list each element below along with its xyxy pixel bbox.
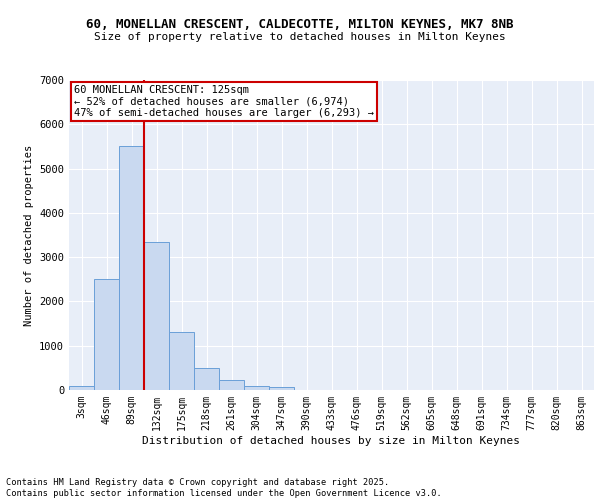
- Bar: [69, 386, 94, 390]
- Bar: [244, 386, 269, 390]
- Text: Contains HM Land Registry data © Crown copyright and database right 2025.
Contai: Contains HM Land Registry data © Crown c…: [6, 478, 442, 498]
- Bar: [94, 280, 119, 390]
- Text: 60, MONELLAN CRESCENT, CALDECOTTE, MILTON KEYNES, MK7 8NB: 60, MONELLAN CRESCENT, CALDECOTTE, MILTO…: [86, 18, 514, 30]
- Bar: [269, 388, 294, 390]
- Text: 60 MONELLAN CRESCENT: 125sqm
← 52% of detached houses are smaller (6,974)
47% of: 60 MONELLAN CRESCENT: 125sqm ← 52% of de…: [74, 84, 374, 118]
- X-axis label: Distribution of detached houses by size in Milton Keynes: Distribution of detached houses by size …: [143, 436, 521, 446]
- Bar: [144, 242, 169, 390]
- Bar: [169, 332, 194, 390]
- Bar: [219, 380, 244, 390]
- Y-axis label: Number of detached properties: Number of detached properties: [23, 144, 34, 326]
- Text: Size of property relative to detached houses in Milton Keynes: Size of property relative to detached ho…: [94, 32, 506, 42]
- Bar: [119, 146, 144, 390]
- Bar: [194, 368, 219, 390]
